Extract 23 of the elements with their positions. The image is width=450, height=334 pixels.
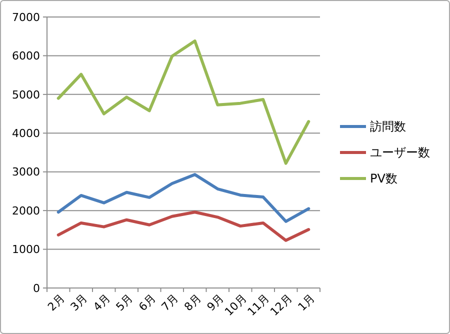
y-tick-label: 2000 bbox=[12, 204, 40, 218]
x-tick-label: 4月 bbox=[90, 292, 113, 314]
x-tick-label: 6月 bbox=[136, 292, 158, 314]
y-tick-label: 1000 bbox=[12, 243, 40, 256]
y-tick-label: 0 bbox=[33, 282, 40, 295]
legend-label: 訪問数 bbox=[370, 120, 406, 134]
x-tick-label: 9月 bbox=[204, 292, 226, 314]
y-tick-label: 4000 bbox=[12, 126, 40, 140]
y-tick-label: 6000 bbox=[12, 50, 40, 63]
line-series bbox=[56, 210, 310, 242]
line-series bbox=[56, 173, 310, 223]
x-tick-label: 3月 bbox=[68, 292, 90, 314]
y-tick-label: 3000 bbox=[12, 166, 40, 179]
x-tick-label: 1月 bbox=[296, 292, 318, 314]
x-tick-label: 5月 bbox=[114, 292, 136, 314]
x-tick-label: 8月 bbox=[182, 292, 204, 314]
y-tick-label: 7000 bbox=[12, 10, 40, 24]
y-tick-label: 5000 bbox=[12, 88, 40, 102]
line-series bbox=[56, 40, 310, 165]
legend-label: PV数 bbox=[370, 172, 398, 186]
x-tick-label: 7月 bbox=[159, 292, 181, 314]
x-tick-label: 2月 bbox=[45, 292, 68, 314]
legend-label: ユーザー数 bbox=[370, 146, 430, 160]
